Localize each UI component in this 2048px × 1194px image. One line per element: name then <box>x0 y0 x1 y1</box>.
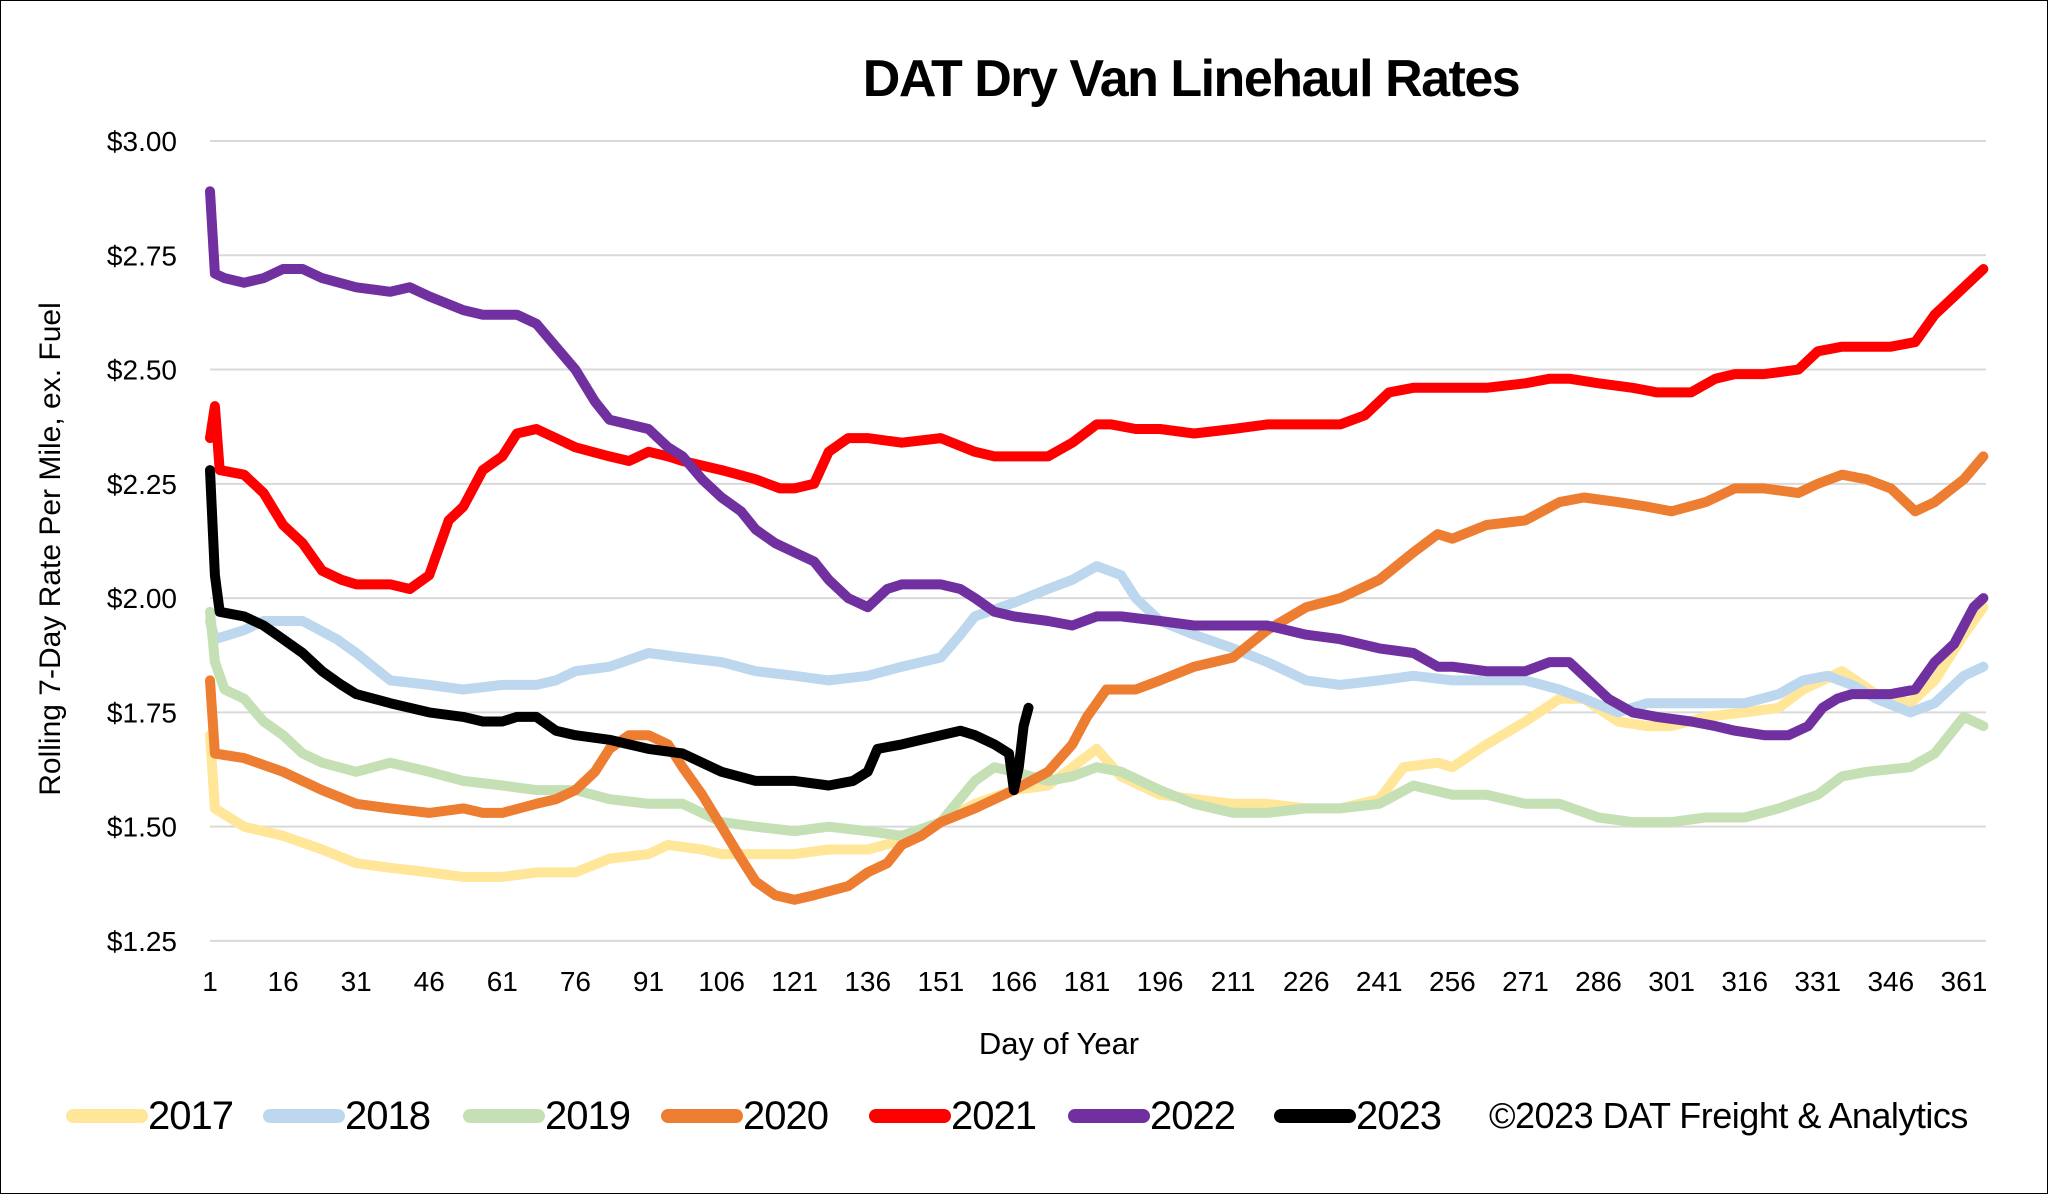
x-tick-label: 241 <box>1356 966 1403 997</box>
x-tick-label: 16 <box>268 966 299 997</box>
legend-swatch <box>661 1109 743 1123</box>
x-tick-label: 226 <box>1283 966 1330 997</box>
series-line-2017 <box>205 602 1989 882</box>
legend-item-2019: 2019 <box>463 1093 631 1139</box>
x-tick-label: 76 <box>560 966 591 997</box>
x-tick-label: 361 <box>1941 966 1988 997</box>
y-tick-label: $1.50 <box>107 812 177 843</box>
legend-label: 2019 <box>545 1093 631 1138</box>
x-tick-label: 61 <box>487 966 518 997</box>
legend-swatch <box>869 1109 951 1123</box>
y-tick-label: $3.00 <box>107 126 177 157</box>
x-tick-label: 46 <box>414 966 445 997</box>
legend-item-2023: 2023 <box>1274 1093 1442 1139</box>
x-tick-label: 151 <box>917 966 964 997</box>
x-tick-label: 331 <box>1794 966 1841 997</box>
legend-swatch <box>1068 1109 1150 1123</box>
legend: 2017 2018 2019 2020 2021 2022 2023 ©2023 DAT Fr… <box>1 1093 2047 1143</box>
legend-label: 2021 <box>951 1093 1037 1138</box>
legend-label: 2017 <box>148 1093 234 1138</box>
x-tick-label: 316 <box>1721 966 1768 997</box>
x-tick-label: 286 <box>1575 966 1622 997</box>
legend-item-2022: 2022 <box>1068 1093 1236 1139</box>
x-tick-label: 106 <box>698 966 745 997</box>
chart-title: DAT Dry Van Linehaul Rates <box>862 50 1521 108</box>
x-tick-label: 196 <box>1137 966 1184 997</box>
x-axis-label: Day of Year <box>978 1026 1140 1061</box>
legend-label: 2022 <box>1150 1093 1236 1138</box>
x-tick-label: 91 <box>633 966 664 997</box>
legend-label: 2018 <box>345 1093 431 1138</box>
x-tick-label: 271 <box>1502 966 1549 997</box>
series-line-2019 <box>205 606 1989 841</box>
y-tick-label: $2.75 <box>107 240 177 271</box>
x-tick-label: 346 <box>1867 966 1914 997</box>
x-tick-label: 181 <box>1064 966 1111 997</box>
y-tick-label: $2.00 <box>107 583 177 614</box>
legend-swatch <box>66 1109 148 1123</box>
y-tick-label: $1.75 <box>107 697 177 728</box>
legend-label: 2020 <box>743 1093 829 1138</box>
series-line-2021 <box>205 264 1989 594</box>
legend-item-2018: 2018 <box>263 1093 431 1139</box>
series-line-2020 <box>205 451 1989 905</box>
legend-item-2021: 2021 <box>869 1093 1037 1139</box>
legend-swatch <box>263 1109 345 1123</box>
y-tick-label: $1.25 <box>107 926 177 957</box>
x-tick-label: 166 <box>991 966 1038 997</box>
copyright-note: ©2023 DAT Freight & Analytics <box>1489 1095 1968 1136</box>
series-line-2022 <box>205 186 1989 741</box>
series-line-2023 <box>205 465 1034 796</box>
legend-label: 2023 <box>1356 1093 1442 1138</box>
x-tick-label: 301 <box>1648 966 1695 997</box>
legend-item-2020: 2020 <box>661 1093 829 1139</box>
y-tick-label: $2.50 <box>107 355 177 386</box>
x-tick-label: 1 <box>202 966 218 997</box>
legend-swatch <box>1274 1109 1356 1123</box>
x-tick-label: 211 <box>1211 966 1256 997</box>
y-tick-label: $2.25 <box>107 469 177 500</box>
series-line-2018 <box>205 561 1989 718</box>
x-tick-label: 121 <box>771 966 818 997</box>
x-tick-label: 136 <box>844 966 891 997</box>
legend-swatch <box>463 1109 545 1123</box>
legend-item-2017: 2017 <box>66 1093 234 1139</box>
x-tick-label: 31 <box>341 966 372 997</box>
x-tick-label: 256 <box>1429 966 1476 997</box>
